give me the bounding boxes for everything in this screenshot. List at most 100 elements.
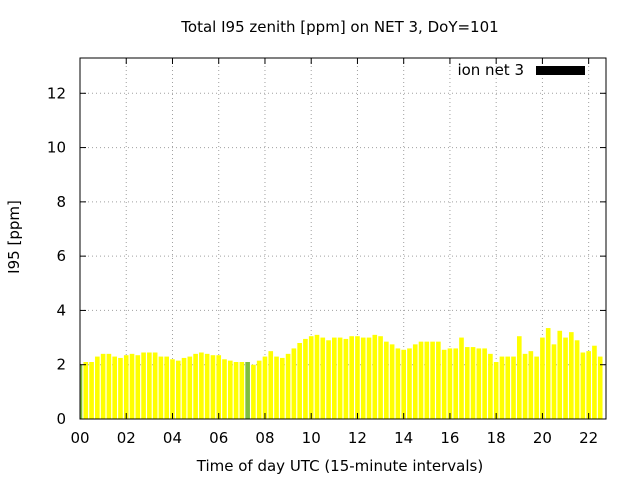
bar <box>418 341 424 419</box>
bar <box>366 337 372 419</box>
bar <box>141 352 146 419</box>
bar <box>441 349 447 419</box>
bar <box>499 356 505 419</box>
bars-layer <box>80 328 603 419</box>
bar <box>372 334 378 419</box>
bar <box>430 341 435 419</box>
x-tick-label: 06 <box>209 429 228 447</box>
bar <box>181 357 187 419</box>
bar <box>447 348 453 419</box>
bar <box>135 355 141 419</box>
bar <box>545 328 551 419</box>
bar <box>303 338 308 419</box>
bar <box>551 344 557 419</box>
bar <box>557 330 563 419</box>
bar <box>574 340 580 419</box>
bar <box>147 352 152 419</box>
bar <box>534 356 539 419</box>
ticks-layer <box>79 58 606 420</box>
x-tick-label: 08 <box>255 429 274 447</box>
bar <box>216 355 222 419</box>
x-tick-label: 10 <box>302 429 321 447</box>
bar <box>586 351 591 419</box>
bar <box>308 336 314 419</box>
bar <box>360 337 366 419</box>
bar <box>95 356 100 419</box>
bar <box>337 337 343 419</box>
y-axis-label: I95 [ppm] <box>5 200 23 274</box>
bar <box>436 341 441 419</box>
x-tick-label: 14 <box>394 429 413 447</box>
bar <box>112 356 117 419</box>
x-tick-label: 22 <box>579 429 598 447</box>
bar <box>349 336 354 419</box>
bar <box>505 356 511 419</box>
bar <box>511 356 516 419</box>
x-axis-label: Time of day UTC (15-minute intervals) <box>196 457 483 475</box>
bar <box>528 351 534 419</box>
bar <box>204 353 210 419</box>
bar <box>268 351 274 419</box>
x-tick-label: 02 <box>117 429 136 447</box>
bar <box>279 357 285 419</box>
bar <box>522 353 528 419</box>
bar <box>193 353 198 419</box>
x-tick-label: 12 <box>348 429 367 447</box>
bar <box>118 357 123 419</box>
x-tick-label: 18 <box>487 429 506 447</box>
bar <box>378 336 383 419</box>
bar <box>470 347 476 419</box>
bar <box>245 362 250 419</box>
bar <box>355 336 360 419</box>
x-tick-label: 16 <box>440 429 459 447</box>
bar <box>314 334 320 419</box>
bar <box>199 352 204 419</box>
bar <box>256 360 262 419</box>
legend: ion net 3 <box>457 61 585 79</box>
bar <box>152 352 158 419</box>
bar <box>384 341 389 419</box>
bar <box>389 344 395 419</box>
chart-title: Total I95 zenith [ppm] on NET 3, DoY=101 <box>180 18 498 36</box>
bar <box>540 337 545 419</box>
bar <box>563 337 568 419</box>
bar <box>297 343 302 419</box>
bar <box>106 353 112 419</box>
bar <box>407 348 412 419</box>
bar <box>251 364 256 419</box>
x-tick-label: 00 <box>70 429 89 447</box>
bar <box>291 348 297 419</box>
bar <box>320 337 326 419</box>
bar <box>129 353 135 419</box>
bar <box>412 344 418 419</box>
y-tick-label: 4 <box>56 301 66 319</box>
bar <box>175 360 181 419</box>
bar <box>592 345 597 419</box>
bar <box>158 356 164 419</box>
bar <box>516 336 522 419</box>
bar <box>100 353 106 419</box>
bar <box>464 347 470 419</box>
bar <box>482 348 487 419</box>
bar <box>227 360 233 419</box>
x-tick-label: 20 <box>533 429 552 447</box>
bar <box>285 353 291 419</box>
bar <box>187 356 193 419</box>
bar <box>597 356 603 419</box>
bar <box>395 348 401 419</box>
bar <box>123 355 129 419</box>
y-tick-label: 10 <box>47 139 66 157</box>
bar <box>210 355 216 419</box>
bar <box>580 352 586 419</box>
y-tick-label: 0 <box>56 410 66 428</box>
bar <box>274 356 279 419</box>
bar <box>222 359 227 419</box>
bar <box>424 341 430 419</box>
bar <box>83 362 89 419</box>
bar <box>326 340 331 419</box>
legend-swatch <box>536 66 585 75</box>
bar <box>80 364 83 419</box>
bar <box>459 337 464 419</box>
